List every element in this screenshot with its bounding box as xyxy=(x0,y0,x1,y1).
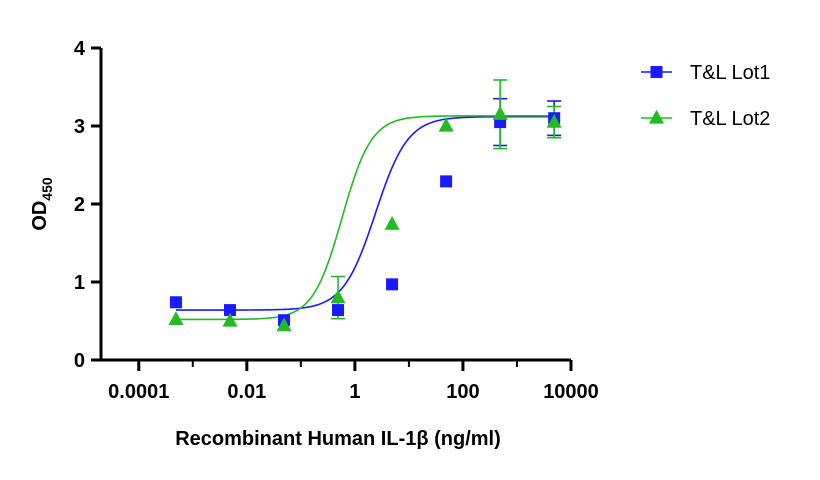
data-point-lot1 xyxy=(169,296,182,309)
data-point-lot2 xyxy=(168,311,184,326)
data-point-lot2 xyxy=(330,289,346,304)
legend: T&L Lot1 T&L Lot2 xyxy=(641,62,770,130)
data-point-lot2 xyxy=(492,106,508,120)
legend-label-lot1: T&L Lot1 xyxy=(690,62,770,84)
x-tick-label: 10000 xyxy=(543,381,599,403)
y-tick-label: 4 xyxy=(74,38,86,60)
x-tick-label: 100 xyxy=(446,381,479,403)
x-tick-label: 0.0001 xyxy=(108,381,169,403)
fit-curves xyxy=(175,115,555,321)
legend-label-lot2: T&L Lot2 xyxy=(690,108,770,130)
y-axis-title-main: OD xyxy=(29,201,51,231)
legend-marker-lot1 xyxy=(650,66,663,78)
data-point-lot2 xyxy=(546,113,562,128)
y-axis-title: OD450 xyxy=(29,177,55,231)
data-point-lot2 xyxy=(438,117,454,132)
axes: 0 1 2 3 4 0.0001 0.01 1 100 10000 xyxy=(74,38,599,403)
legend-marker-lot2 xyxy=(649,109,664,124)
data-point-lot2 xyxy=(222,312,238,327)
x-tick-label: 0.01 xyxy=(227,381,266,403)
data-point-lot1 xyxy=(332,304,345,317)
data-point-lot2 xyxy=(384,216,400,230)
x-axis-title: Recombinant Human IL-1β (ng/ml) xyxy=(175,428,501,450)
data-point-lot2 xyxy=(276,317,292,332)
fit-curve-lot2 xyxy=(175,115,555,321)
data-points xyxy=(168,106,562,332)
y-axis-title-subscript: 450 xyxy=(39,177,55,201)
y-tick-label: 1 xyxy=(74,272,85,294)
y-tick-label: 3 xyxy=(74,116,85,138)
data-point-lot1 xyxy=(223,304,236,317)
y-tick-label: 2 xyxy=(74,194,85,216)
data-point-lot1 xyxy=(386,278,399,291)
fit-curve-lot1 xyxy=(175,115,555,311)
x-tick-label: 1 xyxy=(349,381,360,403)
y-tick-label: 0 xyxy=(74,350,85,372)
data-point-lot1 xyxy=(440,175,453,188)
